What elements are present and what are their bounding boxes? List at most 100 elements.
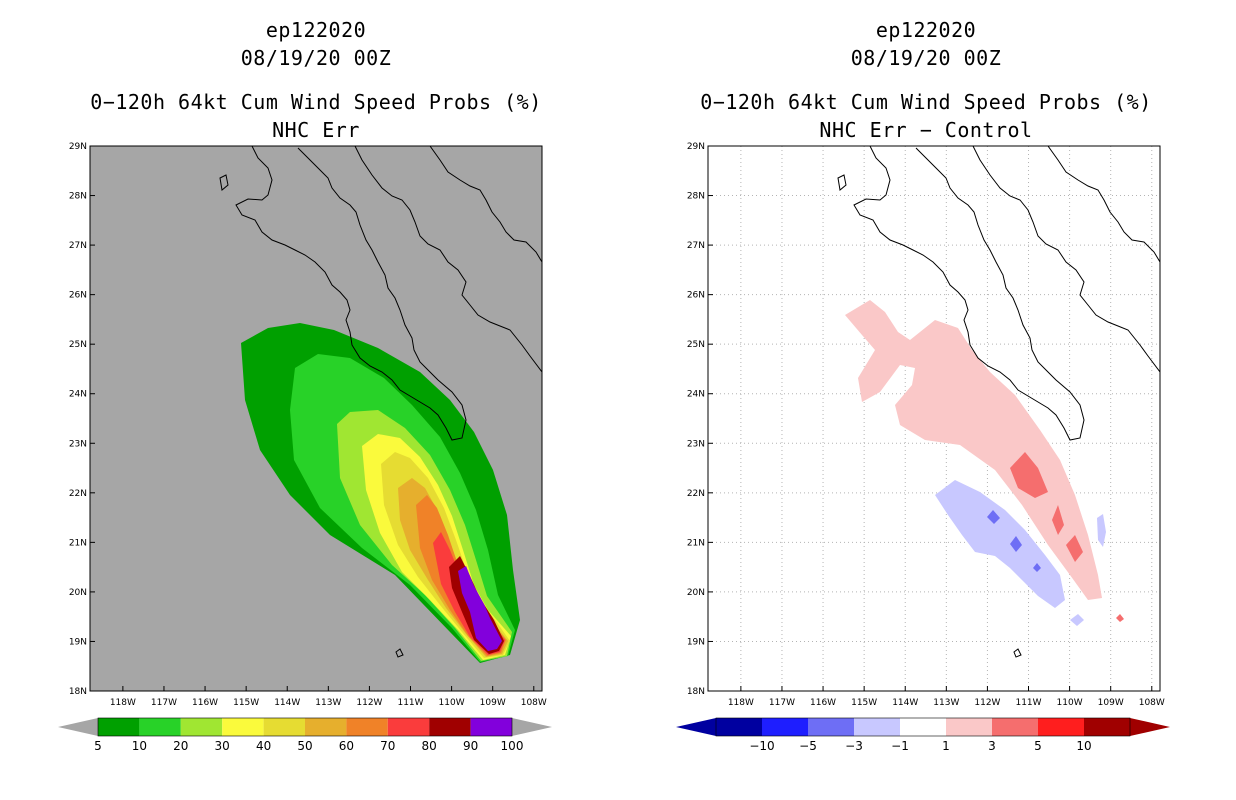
right-map-panel: 118W 117W 116W 115W 114W 113W 112W 111W 110W 109W… <box>687 142 1165 708</box>
left-coastline <box>219 146 542 658</box>
colorbar-segment <box>222 718 264 736</box>
colorbar-segment <box>946 718 992 736</box>
colorbar-label: −10 <box>749 739 774 753</box>
y-tick-label: 20N <box>69 588 87 598</box>
y-tick-label: 29N <box>687 142 705 152</box>
colorbar-label: 100 <box>501 739 524 753</box>
diff-contour-minus1to3b <box>1097 514 1106 547</box>
y-tick-label: 22N <box>69 489 87 499</box>
left-colorbar: 5 10 20 30 40 50 60 70 80 90 100 <box>58 717 552 753</box>
left-title-time: 08/19/20 00Z <box>240 46 392 70</box>
left-axis-ticks: 118W 117W 116W 115W 114W 113W 112W 111W 110W 109W… <box>69 142 547 708</box>
colorbar-label: −5 <box>799 739 817 753</box>
y-tick-label: 28N <box>69 192 87 202</box>
colorbar-segment <box>263 718 305 736</box>
x-tick-label: 113W <box>933 698 959 708</box>
right-title-product: 0−120h 64kt Cum Wind Speed Probs (%) <box>700 90 1152 114</box>
diff-contour-3to5a <box>1010 452 1048 498</box>
right-coastline <box>837 146 1160 658</box>
colorbar-segment <box>305 718 347 736</box>
y-tick-label: 25N <box>687 340 705 350</box>
colorbar-label: 60 <box>339 739 354 753</box>
x-tick-label: 113W <box>315 698 341 708</box>
colorbar-label: 90 <box>463 739 478 753</box>
right-title-subtitle: NHC Err − Control <box>819 118 1033 142</box>
x-tick-label: 110W <box>1057 698 1083 708</box>
colorbar-label: 80 <box>422 739 437 753</box>
colorbar-segment <box>762 718 808 736</box>
y-tick-label: 23N <box>687 439 705 449</box>
x-tick-label: 108W <box>521 698 547 708</box>
y-tick-label: 29N <box>69 142 87 152</box>
colorbar-segment <box>346 718 388 736</box>
y-tick-label: 18N <box>69 687 87 697</box>
colorbar-segment <box>992 718 1038 736</box>
x-tick-label: 115W <box>851 698 877 708</box>
colorbar-segment <box>716 718 762 736</box>
colorbar-segment <box>139 718 181 736</box>
left-title-product: 0−120h 64kt Cum Wind Speed Probs (%) <box>90 90 542 114</box>
colorbar-frame <box>715 717 1131 737</box>
x-tick-label: 111W <box>1015 698 1041 708</box>
colorbar-label: 30 <box>215 739 230 753</box>
y-tick-label: 19N <box>69 637 87 647</box>
x-tick-label: 108W <box>1139 698 1165 708</box>
left-title-subtitle: NHC Err <box>272 118 360 142</box>
x-tick-label: 109W <box>480 698 506 708</box>
right-map-frame <box>707 145 1161 692</box>
diff-contour-3to5c <box>1066 535 1083 562</box>
y-tick-label: 22N <box>687 489 705 499</box>
y-tick-label: 20N <box>687 588 705 598</box>
colorbar-high-arrow <box>1130 718 1170 736</box>
colorbar-label: 10 <box>132 739 147 753</box>
diff-contour-minus1to3 <box>935 480 1065 608</box>
left-probability-contours <box>219 146 542 663</box>
right-colorbar: −10 −5 −3 −1 1 3 5 10 <box>676 717 1170 753</box>
x-tick-label: 112W <box>974 698 1000 708</box>
y-tick-label: 24N <box>687 390 705 400</box>
diff-contour-minus3to5b <box>1010 536 1022 552</box>
x-tick-label: 109W <box>1098 698 1124 708</box>
colorbar-label: 5 <box>1034 739 1042 753</box>
colorbar-label: 50 <box>297 739 312 753</box>
colorbar-segment <box>808 718 854 736</box>
right-title-storm: ep122020 <box>875 18 977 42</box>
y-tick-label: 27N <box>69 241 87 251</box>
colorbar-segment <box>470 718 512 736</box>
diff-contour-3to5d <box>1116 614 1124 622</box>
colorbar-segment <box>1084 718 1130 736</box>
diff-contour-1to3 <box>845 300 1102 600</box>
y-tick-label: 23N <box>69 439 87 449</box>
y-tick-label: 19N <box>687 637 705 647</box>
x-tick-label: 117W <box>769 698 795 708</box>
diff-contour-minus3to5a <box>987 510 1000 524</box>
colorbar-segment <box>387 718 430 736</box>
colorbar-label: 70 <box>380 739 395 753</box>
x-tick-label: 114W <box>274 698 300 708</box>
colorbar-label: 40 <box>256 739 271 753</box>
x-tick-label: 118W <box>728 698 754 708</box>
x-tick-label: 111W <box>397 698 423 708</box>
colorbar-label: 3 <box>988 739 996 753</box>
diff-contour-minus3to5c <box>1033 563 1041 572</box>
diff-contour-3to5b <box>1052 505 1064 535</box>
colorbar-segment <box>429 718 471 736</box>
y-tick-label: 26N <box>69 291 87 301</box>
y-tick-label: 28N <box>687 192 705 202</box>
y-tick-label: 26N <box>687 291 705 301</box>
left-title-storm: ep122020 <box>265 18 367 42</box>
colorbar-label: 5 <box>94 739 102 753</box>
right-difference-contours <box>837 146 1160 658</box>
colorbar-segment <box>180 718 223 736</box>
y-tick-label: 24N <box>69 390 87 400</box>
right-title-time: 08/19/20 00Z <box>850 46 1002 70</box>
colorbar-label: −1 <box>891 739 909 753</box>
colorbar-label: 1 <box>942 739 950 753</box>
x-tick-label: 117W <box>151 698 177 708</box>
colorbar-segment <box>98 718 140 736</box>
left-map-panel: 118W 117W 116W 115W 114W 113W 112W 111W 110W 109W… <box>69 142 547 708</box>
colorbar-label: 10 <box>1076 739 1091 753</box>
colorbar-label: −3 <box>845 739 863 753</box>
colorbar-high-arrow <box>512 718 552 736</box>
x-tick-label: 112W <box>356 698 382 708</box>
